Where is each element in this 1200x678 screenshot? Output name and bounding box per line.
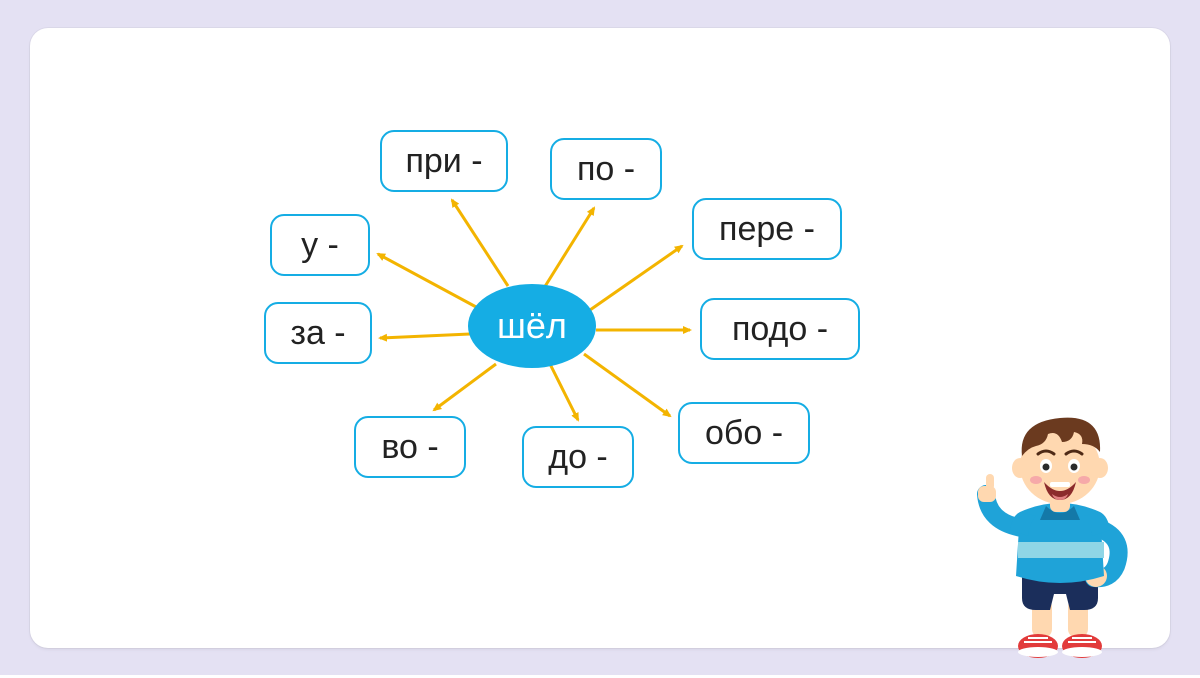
page-frame: шёл при - по - пере - подо - обо - до - во - за… bbox=[0, 0, 1200, 675]
boy-character bbox=[950, 408, 1170, 678]
prefix-label: у - bbox=[301, 226, 339, 265]
prefix-node: у - bbox=[270, 214, 370, 276]
prefix-label: обо - bbox=[705, 414, 783, 453]
prefix-node: за - bbox=[264, 302, 372, 364]
arrow bbox=[452, 200, 508, 286]
arrow bbox=[380, 334, 470, 338]
prefix-label: во - bbox=[381, 428, 438, 467]
prefix-label: по - bbox=[577, 150, 635, 189]
prefix-label: до - bbox=[548, 438, 608, 477]
prefix-label: при - bbox=[405, 142, 482, 181]
prefix-node: до - bbox=[522, 426, 634, 488]
content-card: шёл при - по - пере - подо - обо - до - во - за… bbox=[30, 28, 1170, 648]
prefix-node: по - bbox=[550, 138, 662, 200]
prefix-node: при - bbox=[380, 130, 508, 192]
arrow bbox=[590, 246, 682, 310]
prefix-label: подо - bbox=[732, 310, 828, 349]
center-word-label: шёл bbox=[497, 305, 567, 347]
arrow bbox=[550, 364, 578, 420]
prefix-label: за - bbox=[290, 314, 345, 353]
prefix-node: во - bbox=[354, 416, 466, 478]
prefix-node: пере - bbox=[692, 198, 842, 260]
prefix-node: подо - bbox=[700, 298, 860, 360]
arrow bbox=[434, 364, 496, 410]
prefix-node: обо - bbox=[678, 402, 810, 464]
arrow bbox=[584, 354, 670, 416]
center-word: шёл bbox=[468, 284, 596, 368]
arrow bbox=[544, 208, 594, 288]
prefix-label: пере - bbox=[719, 210, 815, 249]
arrow bbox=[378, 254, 478, 308]
arrows-layer bbox=[30, 28, 330, 178]
